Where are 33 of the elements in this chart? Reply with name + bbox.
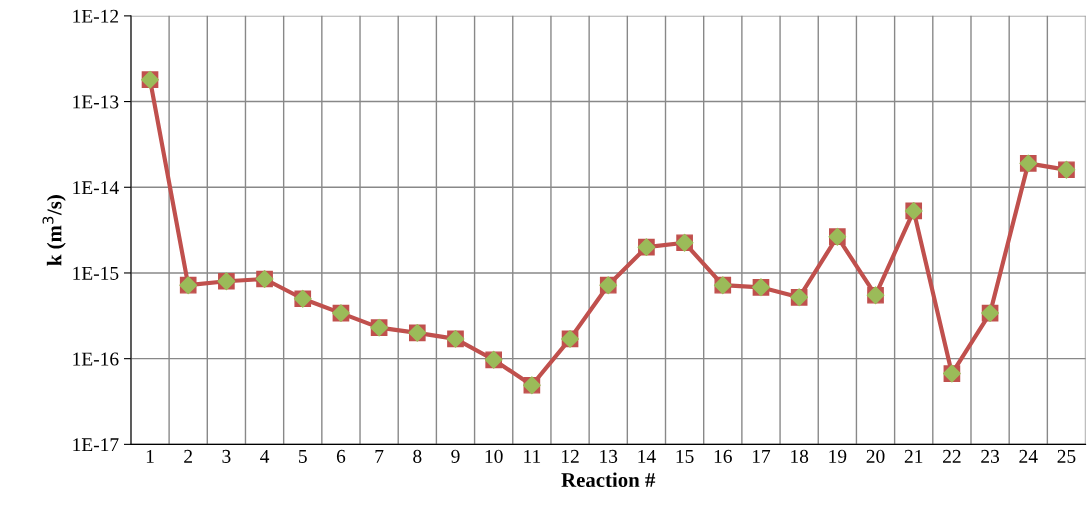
y-tick-label: 1E-16: [73, 352, 119, 366]
x-tick-label: 11: [524, 449, 541, 463]
x-tick-label: 5: [299, 449, 307, 463]
y-tick-label: 1E-13: [73, 95, 119, 109]
x-tick-label: 10: [485, 449, 503, 463]
x-tick-label: 17: [752, 449, 771, 463]
x-tick-label: 15: [676, 449, 694, 463]
y-tick-label: 1E-14: [73, 181, 119, 195]
x-tick-label: 16: [714, 449, 732, 463]
x-tick-label: 13: [600, 449, 618, 463]
x-tick-label: 6: [336, 449, 346, 463]
y-tick-label: 1E-17: [73, 438, 119, 452]
x-axis-title: Reaction #: [561, 472, 656, 488]
y-tick-label: 1E-12: [73, 9, 119, 23]
x-tick-label: 23: [981, 449, 1000, 463]
x-tick-label: 8: [413, 449, 422, 463]
x-tick-label: 3: [222, 449, 231, 463]
x-tick-label: 9: [451, 449, 460, 463]
y-tick-label: 1E-15: [73, 266, 119, 280]
x-tick-label: 18: [791, 449, 809, 463]
x-tick-label: 20: [866, 449, 885, 463]
y-axis-title: k (m$^{3}$/s): [42, 195, 66, 266]
x-tick-label: 7: [375, 449, 384, 463]
x-tick-label: 12: [562, 449, 579, 463]
x-tick-label: 4: [260, 449, 270, 463]
x-tick-label: 19: [829, 449, 847, 463]
x-tick-label: 1: [146, 449, 154, 463]
x-tick-label: 22: [943, 449, 961, 463]
x-tick-label: 14: [638, 449, 656, 463]
x-tick-label: 24: [1019, 449, 1038, 463]
x-tick-label: 2: [184, 449, 192, 463]
x-tick-label: 25: [1057, 449, 1076, 463]
x-tick-label: 21: [904, 449, 923, 463]
